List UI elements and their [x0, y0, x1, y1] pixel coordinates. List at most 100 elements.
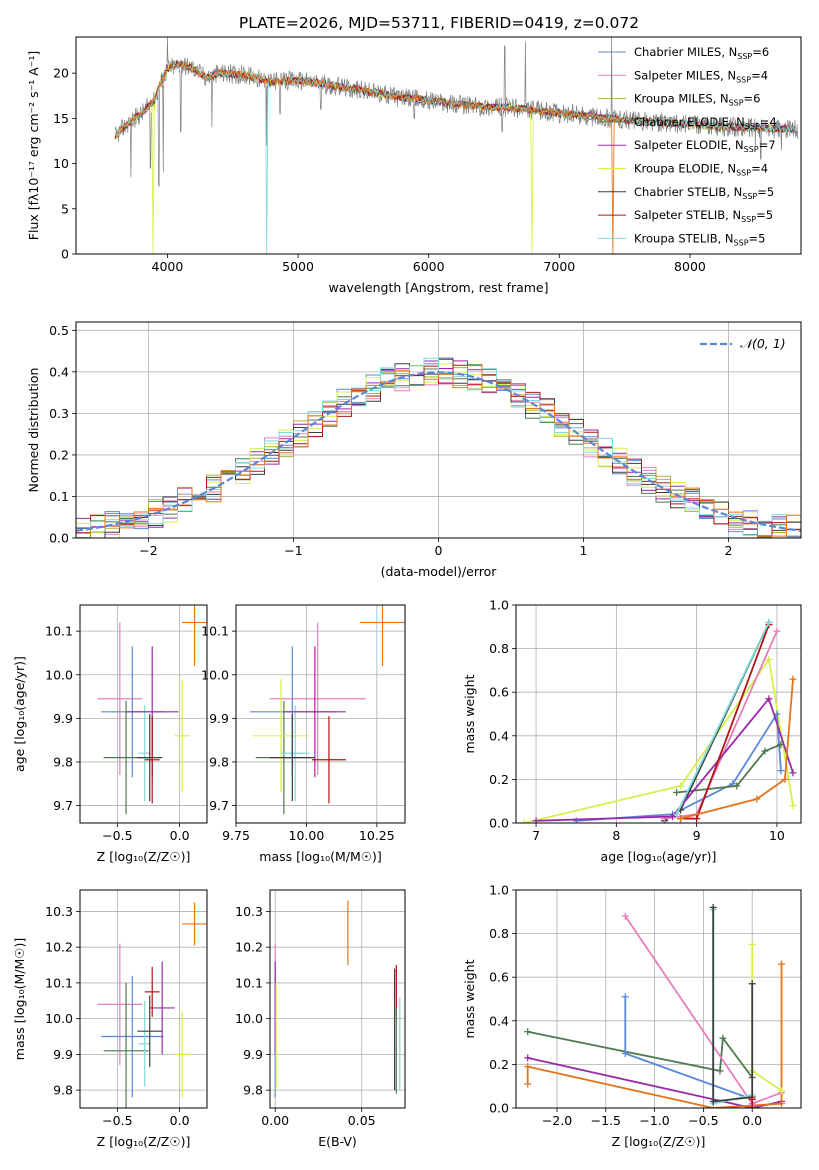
y-tick-label: 0.0 — [489, 816, 509, 831]
x-tick-label: 7 — [532, 828, 540, 843]
y-tick-label: 10.1 — [201, 624, 229, 639]
x-tick-label: 0.00 — [261, 1113, 289, 1128]
histogram-series — [76, 357, 801, 538]
axes-frame — [269, 889, 406, 1109]
legend-label-tail: =4 — [751, 68, 768, 82]
legend-label-tail: =5 — [749, 231, 766, 245]
y-tick-label: 10.3 — [45, 904, 73, 919]
x-axis-label: mass [log₁₀(M/M☉)] — [259, 849, 381, 864]
legend-label-text: Kroupa ELODIE, N — [634, 162, 736, 176]
x-tick-label: 0.05 — [348, 1113, 376, 1128]
errorbar-series — [97, 902, 207, 1108]
legend-label-text: Kroupa STELIB, N — [634, 231, 734, 245]
legend-label-subscript: SSP — [729, 99, 744, 108]
y-axis-label: mass [log₁₀(M/M☉)] — [12, 938, 27, 1060]
axes-z-vs-age: −0.5 0.0 9.7 9.8 9.9 10.0 10.1 Z [log₁₀(Z/Z☉)] a… — [12, 605, 207, 864]
y-tick-label: 9.8 — [53, 1083, 73, 1098]
x-tick-label: 1 — [580, 543, 588, 558]
legend-label-subscript: SSP — [736, 75, 751, 84]
x-axis-label: age [log₁₀(age/yr)] — [601, 849, 717, 864]
y-tick-label: 10.0 — [235, 1011, 263, 1026]
x-tick-label: −2.0 — [542, 1113, 572, 1128]
y-tick-label: 1.0 — [489, 598, 509, 613]
legend-label-tail: =5 — [756, 208, 773, 222]
legend-label-subscript: SSP — [745, 122, 760, 131]
normal-curve-line — [76, 371, 801, 532]
legend-label: Salpeter STELIB, NSSP=5 — [634, 208, 773, 224]
y-tick-label: 9.9 — [209, 711, 229, 726]
y-axis-label: mass weight — [462, 959, 477, 1038]
legend-label-subscript: SSP — [742, 192, 757, 201]
x-tick-label: −1 — [284, 543, 302, 558]
y-tick-label: 0.8 — [489, 926, 509, 941]
x-tick-label: 6000 — [413, 259, 445, 274]
y-tick-label: 0.6 — [489, 685, 509, 700]
x-axis-label: Z [log₁₀(Z/Z☉)] — [97, 1134, 191, 1149]
y-tick-label: 10.0 — [45, 667, 73, 682]
x-axis-label: E(B-V) — [318, 1134, 357, 1149]
y-tick-label: 10.0 — [45, 1011, 73, 1026]
y-tick-label: 10.3 — [235, 904, 263, 919]
x-tick-label: 9.75 — [222, 828, 250, 843]
x-tick-label: 4000 — [152, 259, 184, 274]
x-tick-label: 2 — [725, 543, 733, 558]
y-tick-label: 10.0 — [201, 667, 229, 682]
y-tick-label: 0.1 — [49, 489, 69, 504]
y-tick-label: 0 — [61, 247, 69, 262]
legend-label: Salpeter ELODIE, NSSP=7 — [634, 138, 776, 154]
legend-label-text: Chabrier STELIB, N — [634, 185, 742, 199]
series-line — [675, 622, 770, 815]
legend-label-text: Chabrier ELODIE, N — [634, 115, 745, 129]
y-axis-label: Flux [fλ10⁻¹⁷ erg cm⁻² s⁻¹ A⁻¹] — [26, 51, 41, 240]
axes-frame — [75, 36, 802, 255]
legend-label-text: Salpeter STELIB, N — [634, 208, 741, 222]
model-spectrum-line — [114, 61, 795, 254]
legend-label-tail: =6 — [744, 92, 761, 106]
series-line — [523, 657, 794, 823]
x-tick-label: −1.0 — [639, 1113, 669, 1128]
axes-frame — [79, 889, 208, 1109]
x-axis-label: Z [log₁₀(Z/Z☉)] — [97, 849, 191, 864]
spectrum-series — [114, 37, 799, 254]
axes-spectrum: 4000 5000 6000 7000 8000 0 5 10 15 20 wavelength [… — [26, 51, 706, 295]
axes-frame — [515, 604, 802, 824]
x-axis-label: (data-model)/error — [381, 564, 498, 579]
x-tick-label: 0.0 — [170, 1113, 190, 1128]
x-tick-label: −0.5 — [102, 1113, 132, 1128]
axes-mass-vs-age: 9.75 10.00 10.25 9.7 9.8 9.9 10.0 10.1 mass [log… — [201, 605, 405, 864]
y-tick-label: 0.0 — [49, 531, 69, 546]
y-tick-label: 10 — [53, 156, 69, 171]
x-tick-label: −2 — [139, 543, 157, 558]
series-line — [536, 696, 794, 822]
y-tick-label: 0.2 — [489, 1057, 509, 1072]
legend-label-subscript: SSP — [734, 238, 749, 247]
x-axis-label: Z [log₁₀(Z/Z☉)] — [612, 1134, 706, 1149]
y-tick-label: 0.4 — [489, 728, 509, 743]
y-tick-label: 0.0 — [489, 1101, 509, 1116]
line-series — [520, 618, 797, 823]
y-tick-label: 0.4 — [489, 1013, 509, 1028]
y-tick-label: 0.3 — [49, 406, 69, 421]
x-tick-label: 0.0 — [170, 828, 190, 843]
y-tick-label: 9.8 — [53, 754, 73, 769]
x-tick-label: 0.0 — [742, 1113, 762, 1128]
series-line — [526, 964, 783, 1108]
legend-label-subscript: SSP — [741, 215, 756, 224]
x-tick-label: 5000 — [282, 259, 314, 274]
x-tick-label: 10 — [769, 828, 785, 843]
series-line — [527, 1030, 753, 1079]
y-tick-label: 9.7 — [53, 798, 73, 813]
x-tick-label: 8000 — [674, 259, 706, 274]
y-tick-label: 0.4 — [49, 364, 69, 379]
axes-frame — [235, 604, 406, 824]
legend-label-tail: =4 — [760, 115, 777, 129]
axes-age-vs-massweight: 7 8 9 10 0.0 0.2 0.4 0.6 0.8 1.0 age [log₁₀(age/yr… — [462, 598, 801, 864]
y-tick-label: 9.8 — [243, 1083, 263, 1098]
y-axis-label: age [log₁₀(age/yr)] — [12, 656, 27, 772]
y-tick-label: 9.9 — [53, 711, 73, 726]
x-tick-label: 8 — [612, 828, 620, 843]
y-tick-label: 0.2 — [489, 772, 509, 787]
legend-label: Kroupa ELODIE, NSSP=4 — [634, 162, 768, 178]
